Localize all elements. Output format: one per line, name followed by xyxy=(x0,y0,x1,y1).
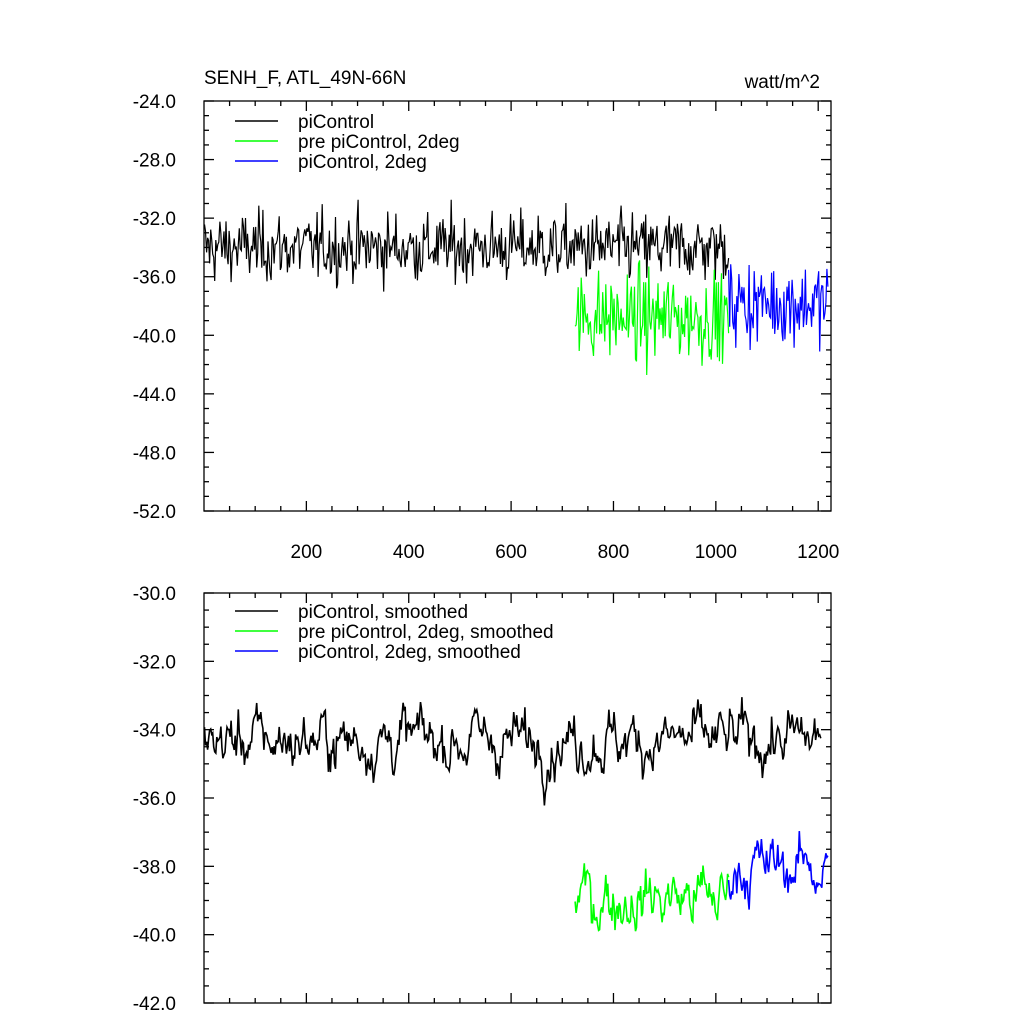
top-panel: SENH_F, ATL_49N-66N watt/m^2 -52.0-48.0-… xyxy=(133,68,840,563)
y-tick-label: -52.0 xyxy=(133,502,176,523)
y-tick-label: -40.0 xyxy=(133,926,176,947)
legend-label: pre piControl, 2deg, smoothed xyxy=(298,622,554,643)
y-tick-label: -40.0 xyxy=(133,326,176,347)
bottom-axis-ticks: -42.0 -40.0 -38.0 -36.0 -34.0 -32.0 -30.0 xyxy=(133,584,831,1015)
y-tick-label: -34.0 xyxy=(133,721,176,742)
series-line-0 xyxy=(203,199,730,292)
y-tick-label: -36.0 xyxy=(133,789,176,810)
legend-label: piControl, 2deg, smoothed xyxy=(298,642,521,663)
legend-label: piControl, smoothed xyxy=(298,602,468,623)
y-tick-label: -48.0 xyxy=(133,443,176,464)
x-tick-label: 400 xyxy=(393,542,425,563)
y-tick-label: -24.0 xyxy=(133,92,176,113)
y-tick-label: -44.0 xyxy=(133,385,176,406)
series-line-0 xyxy=(203,697,822,806)
y-tick-label: -28.0 xyxy=(133,151,176,172)
x-tick-label: 1000 xyxy=(695,542,737,563)
top-chart-title: SENH_F, ATL_49N-66N xyxy=(204,68,406,89)
bottom-panel: -42.0 -40.0 -38.0 -36.0 -34.0 -32.0 -30.0 piCo… xyxy=(133,584,832,1015)
bottom-series-lines xyxy=(203,697,829,932)
legend-label: piControl xyxy=(298,112,374,133)
x-tick-label: 200 xyxy=(291,542,323,563)
x-tick-label: 600 xyxy=(495,542,527,563)
legend-label: pre piControl, 2deg xyxy=(298,132,460,153)
x-tick-label: 800 xyxy=(598,542,630,563)
units-label: watt/m^2 xyxy=(744,72,820,93)
legend-label: piControl, 2deg xyxy=(298,152,427,173)
series-line-2 xyxy=(727,831,829,910)
series-line-1 xyxy=(574,863,730,932)
y-tick-label: -36.0 xyxy=(133,268,176,289)
y-tick-label: -38.0 xyxy=(133,857,176,878)
y-tick-label: -32.0 xyxy=(133,652,176,673)
y-tick-label: -42.0 xyxy=(133,994,176,1015)
series-line-2 xyxy=(728,264,829,352)
y-tick-label: -30.0 xyxy=(133,584,176,605)
top-series-lines xyxy=(203,199,829,376)
x-tick-label: 1200 xyxy=(797,542,839,563)
series-line-1 xyxy=(574,260,730,376)
top-axis-ticks: -52.0 -48.0 -44.0 -40.0 -36.0 -32.0 -28.0 -24.0… xyxy=(133,92,840,563)
y-tick-label: -32.0 xyxy=(133,209,176,230)
